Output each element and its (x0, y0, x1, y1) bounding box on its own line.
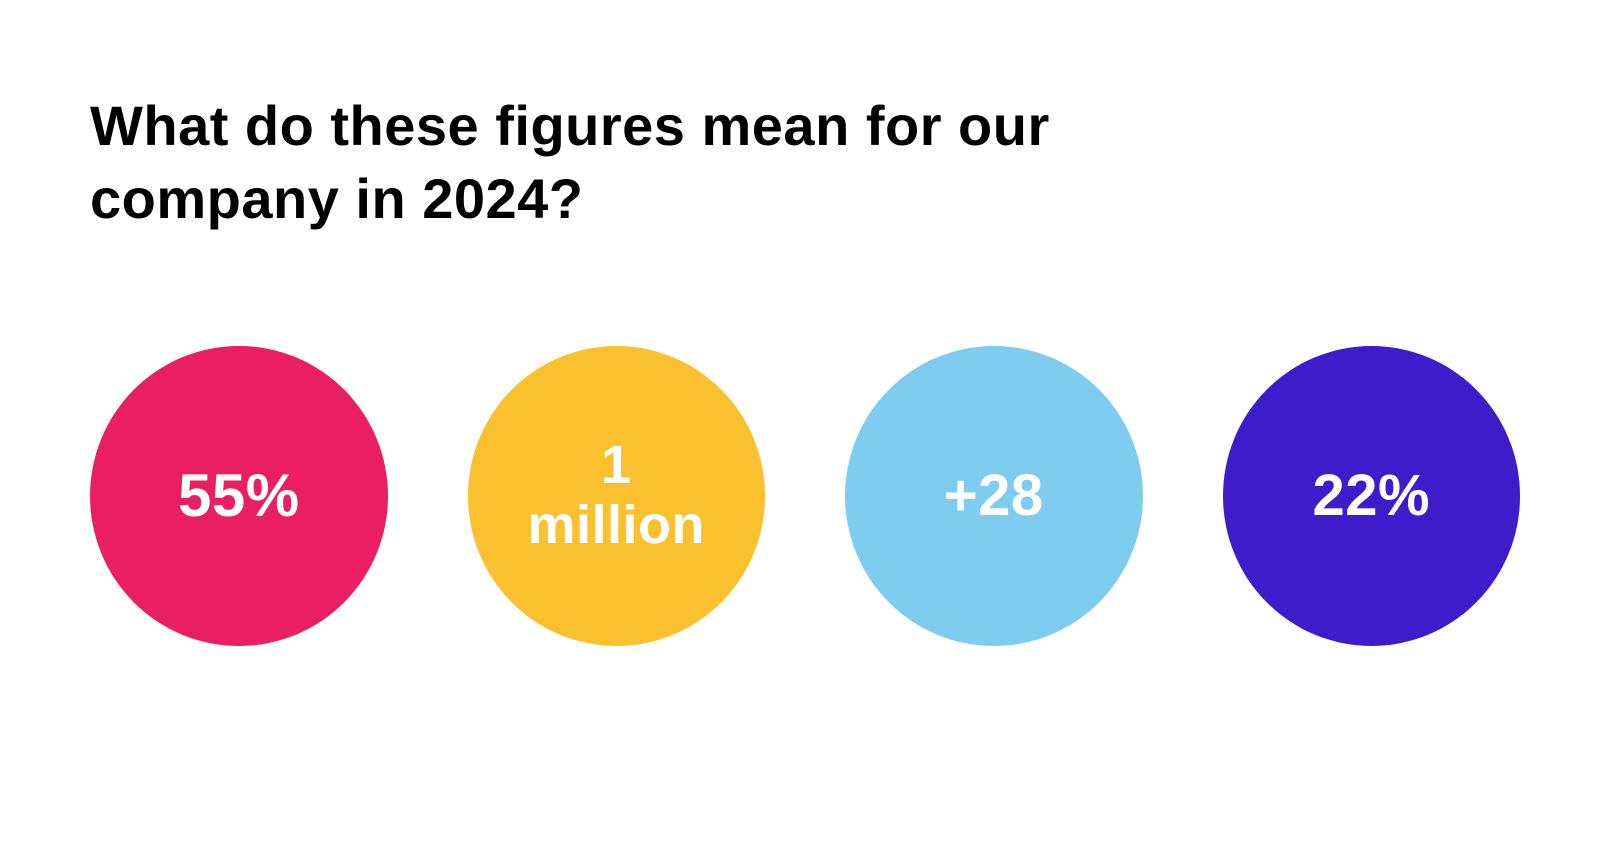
stat-circle-1: 55% (90, 346, 388, 646)
stat-circle-2: 1 million (468, 346, 766, 646)
stat-circle-4: 22% (1223, 346, 1521, 646)
stat-circle-3-text: +28 (944, 464, 1044, 528)
stat-circle-2-text: 1 million (528, 436, 706, 555)
stat-circle-4-text: 22% (1312, 464, 1430, 528)
circles-row: 55% 1 million +28 22% (90, 346, 1520, 646)
stat-circle-1-text: 55% (178, 463, 300, 529)
stat-circle-3: +28 (845, 346, 1143, 646)
page-title: What do these figures mean for our compa… (90, 90, 1190, 236)
